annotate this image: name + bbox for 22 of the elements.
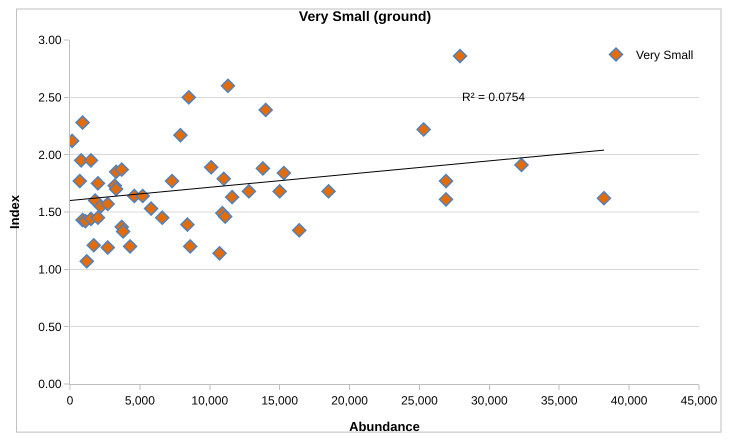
annotation: R² = 0.0754 bbox=[462, 90, 526, 104]
x-axis-title: Abundance bbox=[349, 419, 420, 434]
legend-label: Very Small bbox=[636, 48, 694, 62]
y-tick-label: 2.00 bbox=[38, 148, 62, 162]
y-tick-label: 1.00 bbox=[38, 262, 62, 277]
y-tick-label: 0.50 bbox=[38, 320, 62, 334]
x-tick-label: 30,000 bbox=[470, 393, 508, 408]
x-tick-label: 20,000 bbox=[331, 393, 368, 408]
x-tick-label: 10,000 bbox=[191, 393, 228, 408]
x-tick-label: 25,000 bbox=[401, 393, 438, 408]
x-tick-label: 35,000 bbox=[540, 393, 578, 408]
x-tick-label: 0 bbox=[66, 393, 74, 408]
x-tick-label: 5,000 bbox=[124, 393, 156, 408]
y-tick-label: 3.00 bbox=[38, 33, 62, 48]
y-tick-label: 1.50 bbox=[38, 205, 62, 220]
x-tick-label: 15,000 bbox=[261, 393, 298, 408]
y-tick-label: 0.00 bbox=[38, 377, 62, 392]
y-tick-label: 2.50 bbox=[38, 90, 62, 105]
chart-title: Very Small (ground) bbox=[298, 8, 432, 24]
y-axis-title: Index bbox=[7, 194, 22, 229]
x-tick-label: 40,000 bbox=[610, 393, 648, 408]
x-tick-label: 45,000 bbox=[680, 393, 718, 408]
